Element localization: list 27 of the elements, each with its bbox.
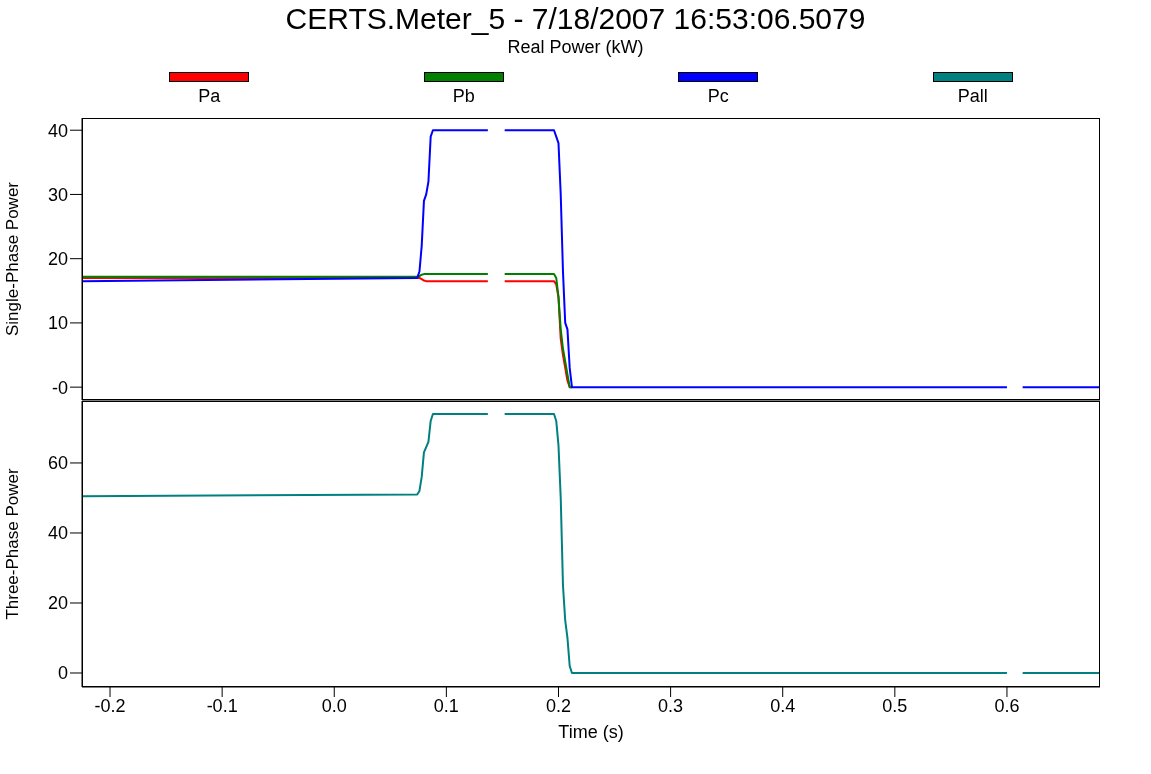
y-tick-label: 30 — [47, 184, 68, 205]
x-tick-label: 0.4 — [770, 695, 796, 716]
chart-subtitle: Real Power (kW) — [506, 36, 645, 58]
y-tick-label: 20 — [47, 593, 68, 614]
legend-label: Pc — [707, 86, 729, 107]
x-tick-label: 0.1 — [433, 695, 459, 716]
x-tick-label: 0.5 — [882, 695, 908, 716]
y-tick-label: 20 — [47, 249, 68, 270]
legend-label: Pall — [957, 86, 988, 107]
y-tick-label: 10 — [47, 313, 68, 334]
x-tick-label: 0.6 — [994, 695, 1020, 716]
y-tick-label: 0 — [57, 663, 68, 684]
y-tick-label: -0 — [51, 377, 68, 398]
x-tick-label: 0.2 — [545, 695, 571, 716]
legend-label: Pb — [452, 86, 475, 107]
x-tick-label: 0.0 — [321, 695, 347, 716]
x-tick-label: -0.2 — [94, 695, 126, 716]
y-axis-title: Single-Phase Power — [3, 181, 23, 337]
chart-title: CERTS.Meter_5 - 7/18/2007 16:53:06.5079 — [284, 1, 867, 36]
x-tick-label: -0.1 — [206, 695, 238, 716]
x-axis-title: Time (s) — [557, 721, 625, 743]
x-tick-label: 0.3 — [658, 695, 684, 716]
y-tick-label: 40 — [47, 120, 68, 141]
y-tick-label: 60 — [47, 453, 68, 474]
y-axis-title: Three-Phase Power — [3, 468, 23, 620]
y-tick-label: 40 — [47, 523, 68, 544]
legend-label: Pa — [198, 86, 221, 107]
